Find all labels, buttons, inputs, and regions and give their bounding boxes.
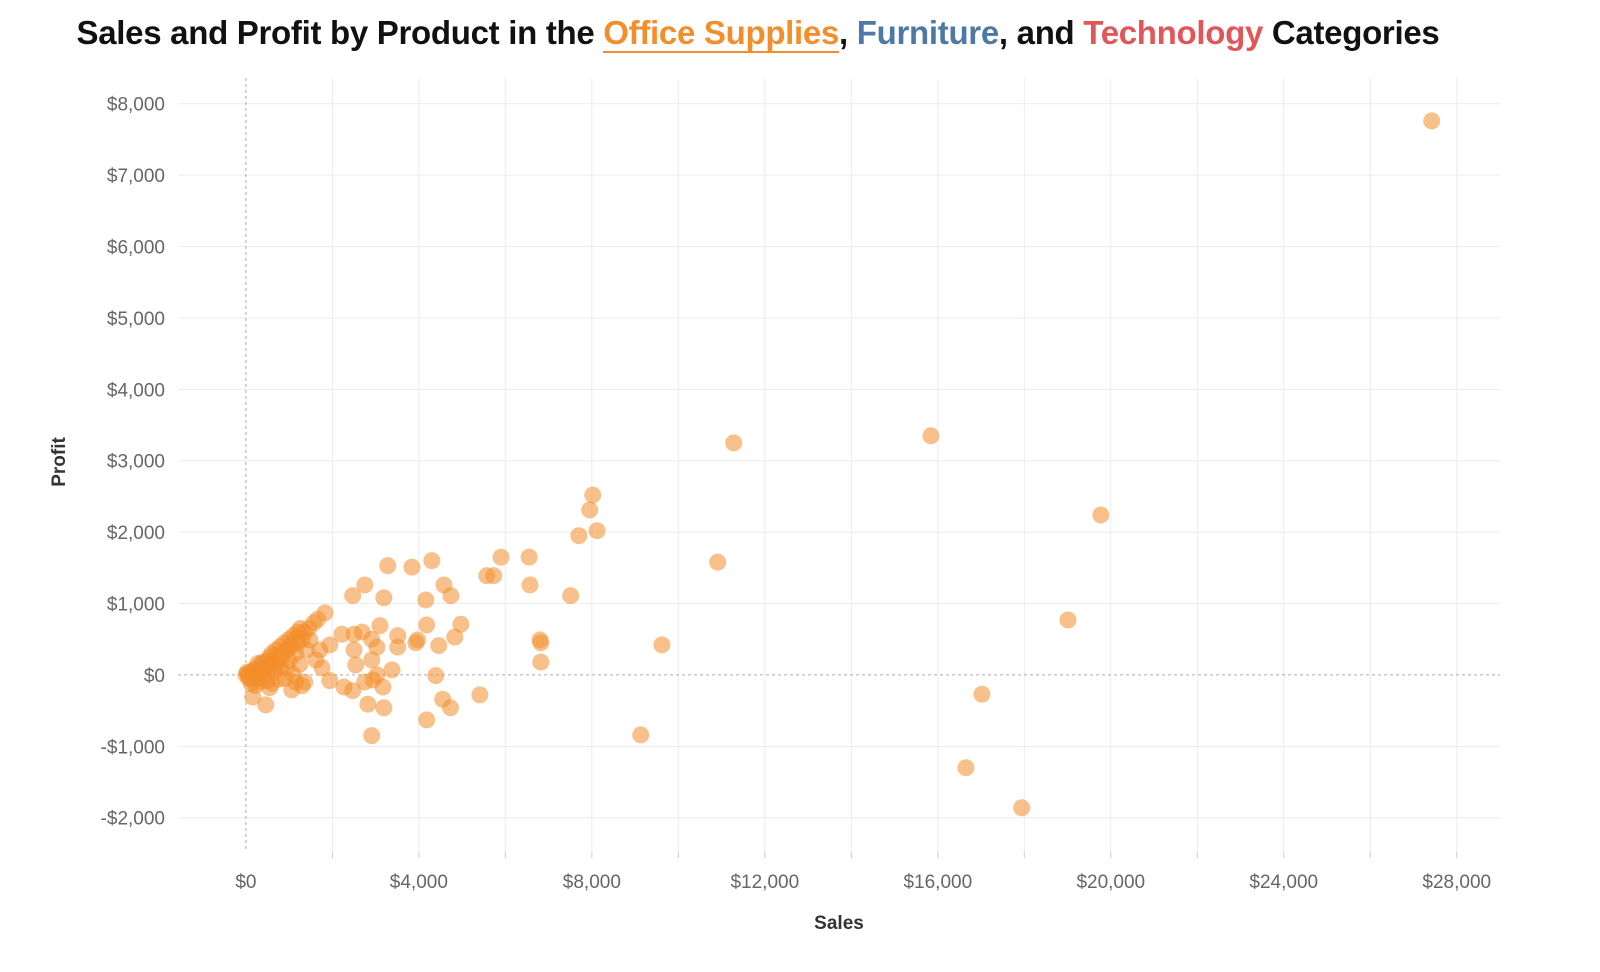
data-point [709,553,727,571]
y-axis-label: Profit [49,437,70,487]
data-point [427,667,445,685]
data-point [532,634,550,652]
legend-office-supplies-link[interactable]: Office Supplies [603,14,840,53]
data-point [383,661,401,679]
data-point [423,552,441,570]
data-point [492,548,510,566]
data-point [356,576,374,594]
data-point [1423,112,1441,130]
y-tick-label: $7,000 [107,166,165,187]
x-tick-label: $24,000 [1249,872,1318,893]
data-point [441,699,459,717]
data-point [347,656,365,674]
y-tick-label: $2,000 [107,523,165,544]
title-suffix: Categories [1263,14,1440,51]
y-tick-label: $6,000 [107,238,165,259]
data-point [725,434,743,452]
data-point [356,673,374,691]
data-point [430,637,448,655]
data-point [446,628,464,646]
legend-furniture-link[interactable]: Furniture [856,14,999,51]
data-point [344,682,362,700]
y-tick-label: $0 [144,666,165,687]
y-tick-label: $3,000 [107,452,165,473]
x-tick-label: $12,000 [730,872,799,893]
data-point [389,638,407,656]
data-point [532,653,550,671]
data-point [418,616,436,634]
data-point [371,617,389,635]
x-tick-label: $16,000 [903,872,972,893]
data-point [291,620,309,638]
x-tick-label: $8,000 [563,872,621,893]
data-point [363,651,381,669]
x-tick-label: $0 [235,872,256,893]
data-point [973,685,991,703]
data-point [452,615,470,633]
data-point [581,501,599,519]
gridlines [178,78,1500,858]
data-point [922,427,940,445]
data-point [632,726,650,744]
data-point [1013,799,1031,817]
data-point [359,695,377,713]
data-point [562,587,580,605]
data-point [1092,506,1110,524]
chart-title: Sales and Profit by Product in the Offic… [0,14,1516,53]
y-tick-label: $5,000 [107,309,165,330]
data-point [584,486,602,504]
y-tick-label: $4,000 [107,380,165,401]
data-point [653,636,671,654]
data-point [957,759,975,777]
title-sep1: , [839,14,857,51]
data-point [375,699,393,717]
y-tick-label: -$1,000 [101,737,165,758]
data-point [1059,611,1077,629]
y-tick-label: $8,000 [107,95,165,116]
data-point [379,557,397,575]
data-point [485,567,503,585]
data-point [321,672,339,690]
y-tick-label: $1,000 [107,595,165,616]
data-point [403,558,421,576]
data-point [345,641,363,659]
legend-technology-link[interactable]: Technology [1083,14,1264,51]
data-point [374,678,392,696]
data-point [442,587,460,605]
y-tick-label: -$2,000 [101,809,165,830]
x-tick-label: $20,000 [1076,872,1145,893]
data-point [344,587,362,605]
data-point [375,589,393,607]
data-point [570,527,588,545]
data-point [287,673,305,691]
data-point [417,591,435,609]
data-point [409,631,427,649]
data-point [521,576,539,594]
data-point [257,696,275,714]
data-point [363,630,381,648]
title-sep2: , and [998,14,1084,51]
title-prefix: Sales and Profit by Product in the [76,14,604,51]
data-point [363,727,381,745]
data-point [418,711,436,729]
x-tick-label: $4,000 [390,872,448,893]
data-point [291,655,309,673]
data-point [520,548,538,566]
data-point [588,522,606,540]
data-point [297,641,315,659]
data-points [237,112,1441,817]
x-axis-label: Sales [814,913,864,934]
x-tick-label: $28,000 [1422,872,1491,893]
tick-labels: $0 $4,000 $8,000 $12,000 $16,000 $20,000 $24,0… [101,95,1492,893]
data-point [471,686,489,704]
data-point [333,625,351,643]
